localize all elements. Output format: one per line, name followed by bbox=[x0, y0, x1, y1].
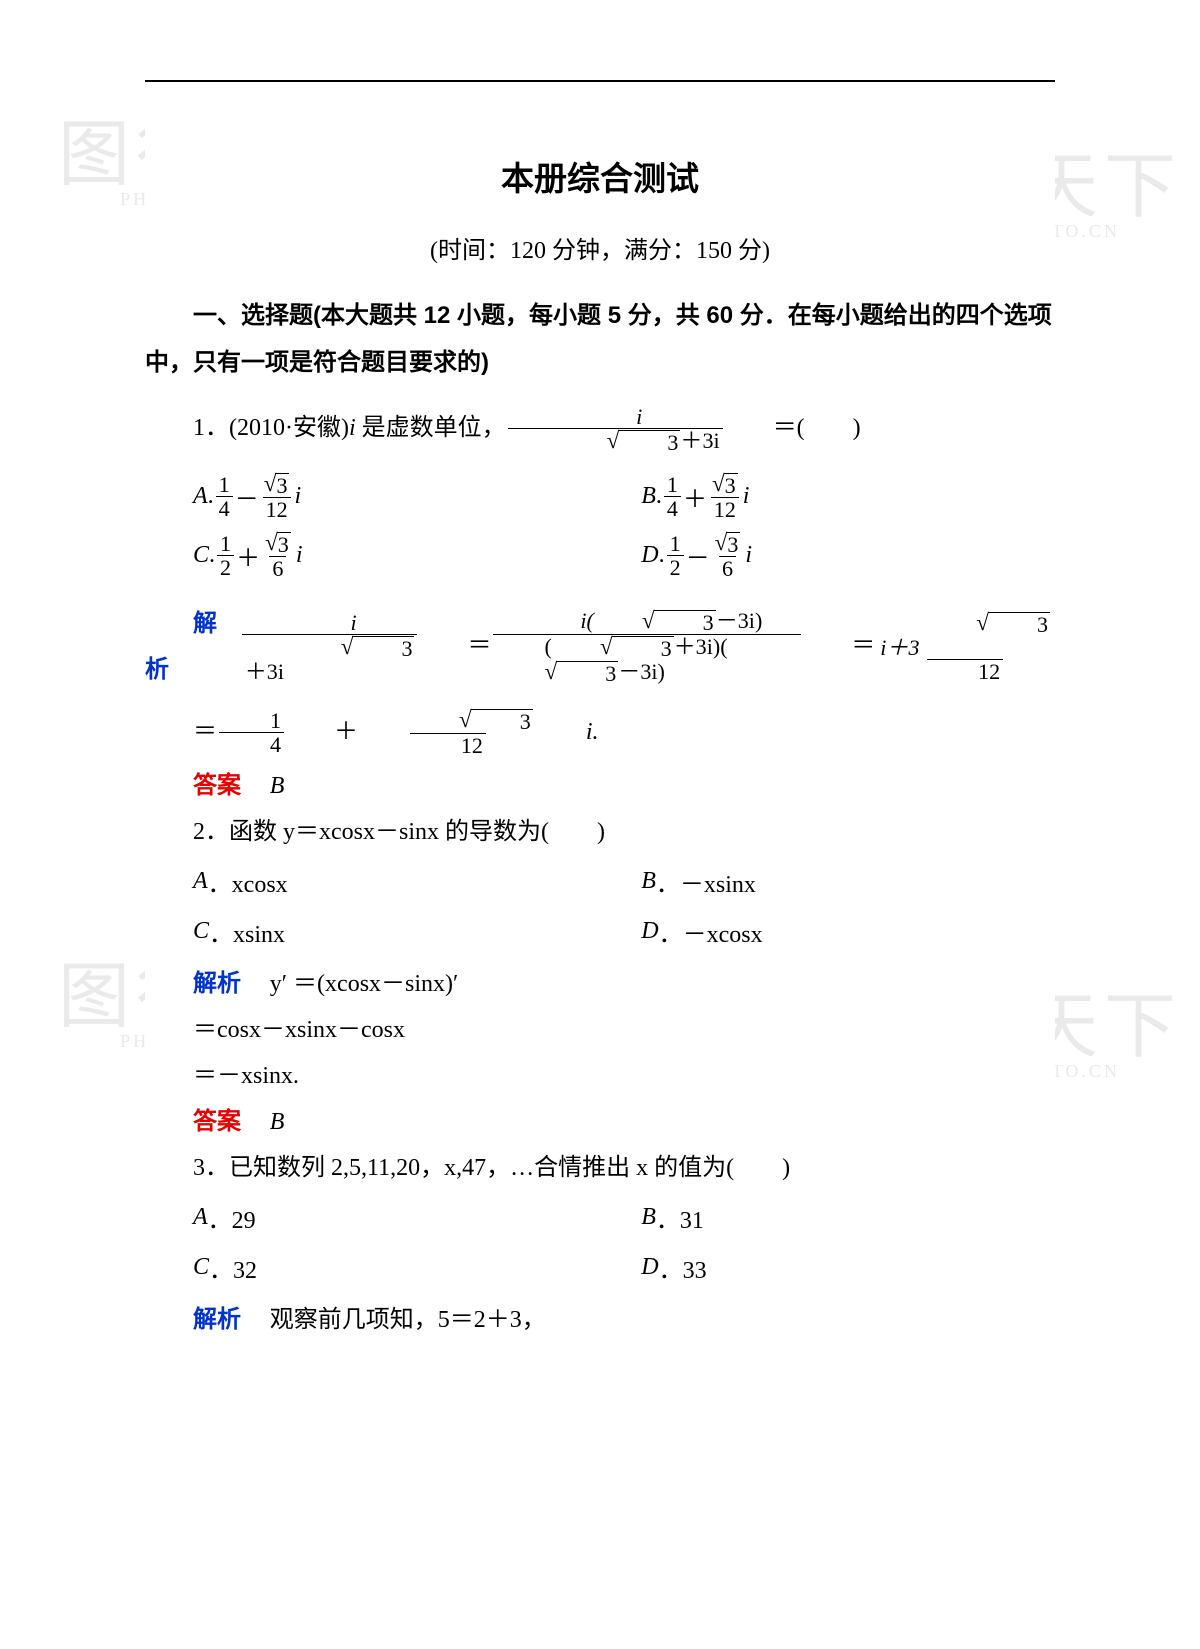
q1-source: (2010·安徽) bbox=[229, 415, 349, 441]
q1-stem: 1．(2010·安徽)i 是虚数单位， i √3＋3i ＝( ) bbox=[145, 405, 1055, 454]
q1-options-row2: C.12＋√36i D.12－√36i bbox=[145, 531, 1055, 580]
page-title: 本册综合测试 bbox=[145, 152, 1055, 200]
q2-option-B: B．－xsinx bbox=[641, 864, 1055, 899]
q1-option-B: B.14＋√312i bbox=[641, 472, 1055, 521]
q3-stem: 3．已知数列 2,5,11,20，x,47，…合情推出 x 的值为( ) bbox=[145, 1146, 1055, 1192]
q1-analysis-line2: ＝14＋√312i. bbox=[145, 708, 1055, 757]
q1-option-C: C.12＋√36i bbox=[193, 531, 641, 580]
q3-option-A: A．29 bbox=[193, 1200, 641, 1235]
q2-option-C: C．xsinx bbox=[193, 914, 641, 949]
q3-option-D: D．33 bbox=[641, 1250, 1055, 1285]
q3-analysis-l1: 解析观察前几项知，5＝2＋3， bbox=[145, 1297, 1055, 1344]
q2-stem: 2．函数 y＝xcosx－sinx 的导数为( ) bbox=[145, 810, 1055, 856]
q2-option-A: A．xcosx bbox=[193, 864, 641, 899]
q2-option-D: D．－xcosx bbox=[641, 914, 1055, 949]
q2-options-row1: A．xcosx B．－xsinx bbox=[145, 861, 1055, 901]
q2-analysis-l1: 解析y′ ＝(xcosx－sinx)′ bbox=[145, 961, 1055, 1008]
q1-analysis-line1: 解析 i√3＋3i ＝ i(√3－3i) (√3＋3i)(√3－3i) ＝ √3… bbox=[145, 601, 1055, 694]
top-rule bbox=[145, 80, 1055, 82]
q1-options-row1: A.14－√312i B.14＋√312i bbox=[145, 472, 1055, 521]
q1-option-A: A.14－√312i bbox=[193, 472, 641, 521]
q2-analysis-l2: ＝cosx－xsinx－cosx bbox=[145, 1008, 1055, 1054]
q3-option-C: C．32 bbox=[193, 1250, 641, 1285]
page-subtitle: (时间：120 分钟，满分：150 分) bbox=[145, 230, 1055, 265]
q2-options-row2: C．xsinx D．－xcosx bbox=[145, 911, 1055, 951]
document-page: 本册综合测试 (时间：120 分钟，满分：150 分) 一、选择题(本大题共 1… bbox=[145, 80, 1055, 1344]
q1-fraction: i √3＋3i bbox=[508, 405, 723, 454]
q1-number: 1． bbox=[193, 415, 229, 441]
q1-answer: 答案B bbox=[145, 763, 1055, 810]
q3-options-row2: C．32 D．33 bbox=[145, 1247, 1055, 1287]
q3-options-row1: A．29 B．31 bbox=[145, 1197, 1055, 1237]
q2-answer: 答案B bbox=[145, 1099, 1055, 1146]
q1-option-D: D.12－√36i bbox=[641, 531, 1055, 580]
q3-option-B: B．31 bbox=[641, 1200, 1055, 1235]
section-heading: 一、选择题(本大题共 12 小题，每小题 5 分，共 60 分．在每小题给出的四… bbox=[145, 293, 1055, 387]
q2-analysis-l3: ＝－xsinx. bbox=[145, 1054, 1055, 1100]
